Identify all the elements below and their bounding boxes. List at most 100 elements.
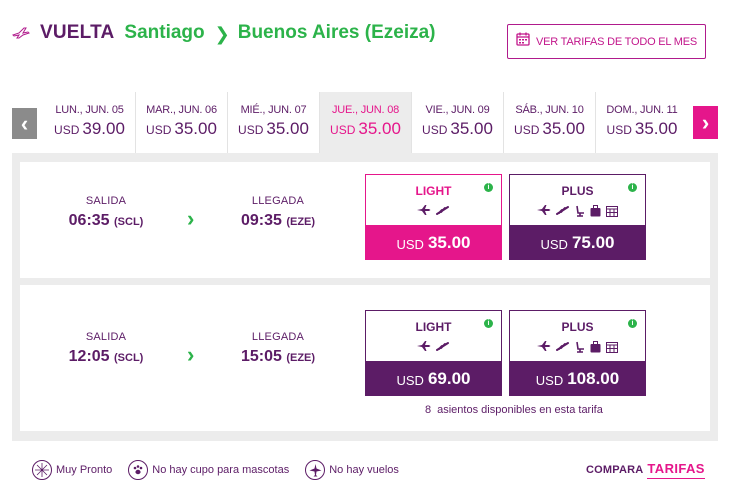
date-tab[interactable]: MIÉ., JUN. 07 USD 35.00 (228, 92, 320, 153)
luggage-icon (590, 205, 601, 217)
flight-card: SALIDA 12:05 (SCL) › LLEGADA 15:05 (EZE)… (20, 285, 710, 431)
date-tab[interactable]: MAR., JUN. 06 USD 35.00 (136, 92, 228, 153)
arrival-label: LLEGADA (251, 195, 305, 207)
departure-label: SALIDA (85, 331, 127, 343)
info-icon[interactable]: i (484, 319, 493, 328)
route-header: VUELTA Santiago ❯ Buenos Aires (Ezeiza) (12, 18, 436, 48)
legend-item-soon: Muy Pronto (32, 460, 112, 480)
calendar-icon (606, 341, 618, 353)
legend: Muy Pronto No hay cupo para mascotas No … (32, 460, 415, 480)
fare-name: PLUS (561, 184, 594, 198)
fare-light-option[interactable]: LIGHT i USD 35.00 (365, 174, 502, 260)
plane-icon (417, 341, 431, 351)
date-tab-selected[interactable]: JUE., JUN. 08 USD 35.00 (320, 92, 412, 153)
arrival-time: 09:35 (240, 212, 282, 229)
fare-name: LIGHT (415, 184, 452, 198)
plane-icon (537, 341, 551, 353)
date-price: 35.00 (266, 119, 309, 138)
date-tab[interactable]: VIE., JUN. 09 USD 35.00 (412, 92, 504, 153)
direction-label: VUELTA (40, 22, 115, 43)
date-price: 35.00 (174, 119, 217, 138)
date-label: MIÉ., JUN. 07 (240, 104, 307, 116)
date-tab[interactable]: LUN., JUN. 05 USD 39.00 (44, 92, 136, 153)
plane-return-icon (12, 25, 32, 41)
fare-light-option[interactable]: LIGHT i USD 69.00 (365, 310, 502, 396)
departure-label: SALIDA (85, 195, 127, 207)
seats-count: 8 (425, 404, 432, 416)
prev-dates-arrow[interactable]: ‹ (12, 108, 37, 139)
date-label: SÁB., JUN. 10 (515, 104, 584, 116)
flight-arrow-icon: › (187, 342, 195, 367)
flight-card: SALIDA 06:35 (SCL) › LLEGADA 09:35 (EZE)… (20, 162, 710, 278)
info-icon[interactable]: i (628, 183, 637, 192)
departure-time: 12:05 (68, 348, 110, 365)
fare-price: 69.00 (427, 368, 471, 388)
fare-plus-option[interactable]: PLUS i USD 108.00 (509, 310, 646, 396)
date-price: 35.00 (358, 119, 401, 138)
date-tab[interactable]: SÁB., JUN. 10 USD 35.00 (504, 92, 596, 153)
carry-on-icon (556, 205, 570, 217)
date-currency: USD (54, 123, 80, 137)
date-label: MAR., JUN. 06 (146, 104, 217, 116)
fare-currency: USD (396, 236, 424, 252)
fare-price-bar: USD 108.00 (509, 361, 646, 396)
arrival-block: LLEGADA 09:35 (EZE) (228, 195, 328, 230)
date-currency: USD (238, 123, 264, 137)
fare-price-bar: USD 35.00 (365, 225, 502, 260)
date-tab[interactable]: DOM., JUN. 11 USD 35.00 (596, 92, 688, 153)
date-label: LUN., JUN. 05 (55, 104, 124, 116)
date-price: 35.00 (450, 119, 493, 138)
date-price: 35.00 (542, 119, 585, 138)
fare-price: 75.00 (571, 232, 615, 252)
fare-currency: USD (396, 372, 424, 388)
date-currency: USD (330, 123, 356, 137)
arrival-code: (EZE) (286, 352, 316, 364)
carry-on-icon (436, 341, 450, 351)
next-dates-arrow[interactable]: › (693, 106, 718, 139)
date-currency: USD (422, 123, 448, 137)
arrival-time: 15:05 (240, 348, 282, 365)
view-month-fares-button[interactable]: VER TARIFAS DE TODO EL MES (507, 24, 706, 59)
crosshatch-icon (32, 460, 52, 480)
fare-name: PLUS (561, 320, 594, 334)
date-currency: USD (514, 123, 540, 137)
origin-city: Santiago (124, 22, 205, 43)
plane-icon (305, 460, 326, 480)
month-button-label: VER TARIFAS DE TODO EL MES (535, 35, 698, 48)
date-price: 35.00 (634, 119, 678, 138)
calendar-icon (606, 205, 618, 217)
fare-features (510, 205, 645, 217)
fare-price: 35.00 (427, 232, 471, 252)
paw-icon (128, 460, 149, 480)
seats-available-note: 8 asientos disponibles en esta tarifa (425, 404, 603, 416)
fare-price-bar: USD 69.00 (365, 361, 502, 396)
legend-label: No hay vuelos (329, 464, 399, 476)
departure-block: SALIDA 12:05 (SCL) (56, 331, 156, 366)
seat-icon (575, 341, 585, 353)
arrival-block: LLEGADA 15:05 (EZE) (228, 331, 328, 366)
flight-arrow-icon: › (187, 206, 195, 231)
date-currency: USD (606, 123, 632, 137)
fare-plus-option[interactable]: PLUS i USD 75.00 (509, 174, 646, 260)
info-icon[interactable]: i (628, 319, 637, 328)
date-label: VIE., JUN. 09 (425, 104, 490, 116)
info-icon[interactable]: i (484, 183, 493, 192)
luggage-icon (590, 341, 601, 353)
fare-price-bar: USD 75.00 (509, 225, 646, 260)
legend-label: No hay cupo para mascotas (152, 464, 290, 476)
compare-fares-link[interactable]: COMPARA TARIFAS (586, 461, 705, 479)
date-label: JUE., JUN. 08 (331, 104, 400, 116)
calendar-icon (516, 32, 530, 51)
date-price: 39.00 (82, 119, 125, 138)
arrival-code: (EZE) (286, 216, 316, 228)
carry-on-icon (436, 205, 450, 215)
fare-price: 108.00 (567, 368, 620, 388)
departure-time: 06:35 (68, 212, 110, 229)
plane-icon (537, 205, 551, 217)
fare-features (366, 205, 501, 215)
compare-link-text[interactable]: TARIFAS (647, 461, 705, 479)
fare-features (366, 341, 501, 351)
plane-icon (417, 205, 431, 215)
seat-icon (575, 205, 585, 217)
fare-name: LIGHT (415, 320, 452, 334)
